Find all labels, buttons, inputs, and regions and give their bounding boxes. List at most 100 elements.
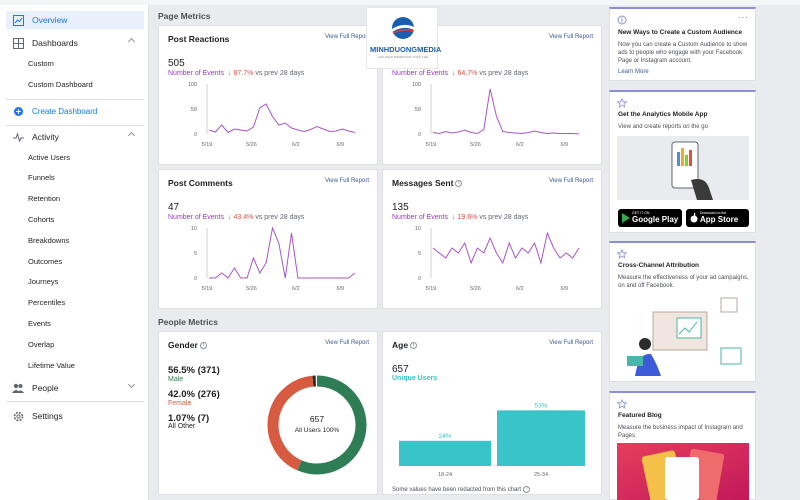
sidebar-divider [6, 99, 144, 100]
metric-card-title: Post Reactions [168, 34, 229, 44]
dashboards-icon [12, 37, 24, 49]
create-dashboard-button[interactable]: Create Dashboard [6, 102, 144, 120]
age-card: Age i View Full Report 657 Unique Users 2… [382, 331, 602, 495]
sidebar-item-label: Cohorts [28, 214, 55, 224]
info-icon[interactable]: i [455, 180, 463, 188]
top-strip [0, 0, 800, 5]
vs-label: vs prev 28 days [479, 214, 529, 221]
x-tick-label: 5/19 [202, 286, 213, 292]
sidebar-item-people[interactable]: People [6, 379, 144, 397]
x-tick-label: 6/2 [516, 286, 524, 292]
sidebar-item-percentiles[interactable]: Percentiles [28, 294, 144, 312]
metric-events-row: Number of Events ↓ 87.7% vs prev 28 days [168, 70, 304, 77]
x-tick-label: 5/19 [426, 286, 437, 292]
sidebar-item-settings[interactable]: Settings [6, 407, 144, 425]
card-text: Measure the effectiveness of your ad cam… [618, 275, 749, 289]
x-tick-label: 6/9 [336, 286, 344, 292]
info-icon[interactable]: i [410, 342, 418, 350]
sidebar-item-outcomes[interactable]: Outcomes [28, 252, 144, 270]
chevron-up-icon [127, 131, 136, 140]
overview-chart-icon [12, 14, 24, 26]
sidebar-item-overlap[interactable]: Overlap [28, 335, 144, 353]
people-metrics-title: People Metrics [158, 317, 218, 327]
sidebar-item-custom-dashboard[interactable]: Custom Dashboard [28, 75, 144, 93]
metric-events-row: Number of Events ↓ 43.4% vs prev 28 days [168, 214, 304, 221]
y-tick-label: 0 [194, 132, 197, 138]
line-chart: 10 5 0 5/19 5/26 6/2 6/9 [415, 226, 580, 292]
sidebar-item-dashboards[interactable]: Dashboards [6, 34, 144, 52]
info-circle-icon [617, 15, 627, 25]
vs-label: vs prev 28 days [479, 70, 529, 77]
watermark-logo: MINHDUONGMEDIA GIẢI PHÁP MARKETING TỔNG … [366, 7, 442, 69]
info-icon[interactable]: i [199, 342, 207, 350]
age-card-title: Age i [392, 340, 418, 350]
sidebar-item-events[interactable]: Events [28, 314, 144, 332]
age-bar-data-label: 53% [534, 402, 547, 409]
mobile-app-card: Get the Analytics Mobile App View and cr… [609, 90, 756, 233]
view-full-report-link[interactable]: View Full Report [549, 34, 593, 40]
sidebar-item-custom[interactable]: Custom [28, 54, 144, 72]
female-value: 42.0% (276) [168, 389, 220, 400]
age-category-label: 18-24 [438, 472, 452, 478]
sidebar-item-breakdowns[interactable]: Breakdowns [28, 231, 144, 249]
x-tick-label: 5/19 [202, 142, 213, 148]
metric-title-text: Post Comments [168, 178, 233, 188]
sidebar: Overview Dashboards Custom Custom Dashbo… [0, 5, 149, 500]
sidebar-item-funnels[interactable]: Funnels [28, 169, 144, 187]
google-play-icon [622, 213, 630, 223]
sidebar-item-label: Create Dashboard [32, 106, 98, 116]
sidebar-item-activity[interactable]: Activity [6, 128, 144, 146]
cross-channel-card: Cross-Channel Attribution Measure the ef… [609, 241, 756, 382]
watermark-name: MINHDUONGMEDIA [370, 45, 442, 54]
more-options-icon[interactable]: ··· [738, 13, 749, 22]
blog-illustration [617, 443, 749, 500]
metric-card: Post Comments View Full Report 47 Number of… [158, 169, 378, 309]
y-tick-label: 50 [191, 107, 197, 113]
learn-more-link[interactable]: Learn More [618, 69, 649, 75]
x-tick-label: 5/26 [246, 142, 257, 148]
view-full-report-link[interactable]: View Full Report [325, 178, 369, 184]
sidebar-divider [6, 401, 144, 402]
card-text: Measure the business impact of Instagram… [618, 425, 743, 439]
view-full-report-link[interactable]: View Full Report [549, 178, 593, 184]
view-full-report-link[interactable]: View Full Report [325, 34, 369, 40]
sidebar-item-retention[interactable]: Retention [28, 190, 144, 208]
donut-slice-female [267, 375, 314, 471]
y-tick-label: 10 [415, 226, 421, 232]
featured-blog-card: Featured Blog Measure the business impac… [609, 391, 756, 500]
view-full-report-link[interactable]: View Full Report [549, 340, 593, 346]
line-chart: 100 50 0 5/19 5/26 6/2 6/9 [412, 82, 580, 148]
age-title-text: Age [392, 340, 409, 350]
google-play-button[interactable]: GET IT ON Google Play [618, 209, 682, 227]
y-tick-label: 100 [412, 82, 421, 88]
age-bar [497, 410, 585, 466]
sidebar-item-cohorts[interactable]: Cohorts [28, 210, 144, 228]
sidebar-item-journeys[interactable]: Journeys [28, 273, 144, 291]
gender-donut-chart: 657 All Users 100% [267, 375, 367, 475]
help-icon[interactable]: ? [523, 486, 531, 493]
apple-icon [690, 213, 698, 223]
sidebar-item-label: Journeys [28, 277, 59, 287]
donut-slice-male [297, 375, 367, 475]
x-tick-label: 5/19 [426, 142, 437, 148]
metric-card: Post Reactions View Full Report 505 Number … [158, 25, 378, 165]
app-store-button[interactable]: Download on the App Store [686, 209, 749, 227]
line-chart: 10 5 0 5/19 5/26 6/2 6/9 [191, 226, 356, 292]
sidebar-item-label: Active Users [28, 152, 71, 162]
age-footnote: Some values have been redacted from this… [392, 486, 531, 493]
sidebar-item-lifetime-value[interactable]: Lifetime Value [28, 356, 144, 374]
sidebar-item-label: Outcomes [28, 256, 63, 266]
sidebar-item-label: Funnels [28, 173, 55, 183]
change-value: ↓ 19.6% [452, 214, 478, 221]
x-tick-label: 6/2 [516, 142, 524, 148]
male-value: 56.5% (371) [168, 365, 220, 376]
card-title: Cross-Channel Attribution [618, 262, 700, 269]
metric-card-title: Messages Sent i [392, 178, 463, 188]
sidebar-item-active-users[interactable]: Active Users [28, 148, 144, 166]
google-play-label: Google Play [632, 215, 679, 224]
y-tick-label: 0 [194, 276, 197, 282]
change-value: ↓ 64.7% [452, 70, 478, 77]
sidebar-item-overview[interactable]: Overview [6, 11, 144, 29]
page-metrics-title: Page Metrics [158, 11, 211, 21]
view-full-report-link[interactable]: View Full Report [325, 340, 369, 346]
